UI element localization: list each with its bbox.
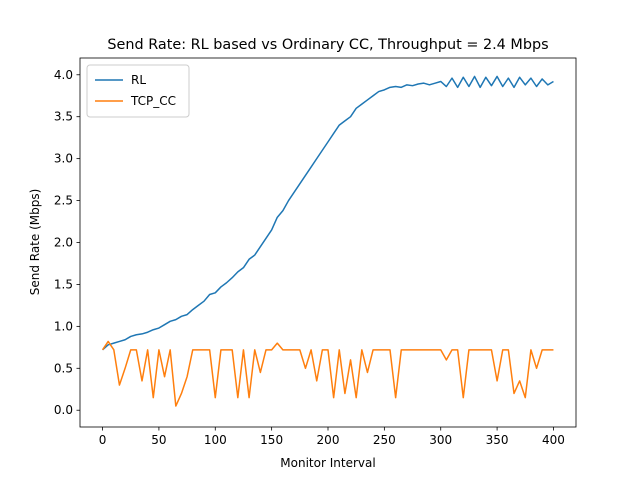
chart-title: Send Rate: RL based vs Ordinary CC, Thro…	[107, 37, 548, 53]
legend-label: RL	[131, 73, 146, 87]
legend-box	[86, 64, 190, 118]
x-tick-label: 50	[151, 433, 166, 447]
y-tick-label: 3.5	[54, 110, 73, 124]
y-tick-label: 3.0	[54, 152, 73, 166]
series-line	[102, 75, 554, 351]
x-tick-label: 0	[99, 433, 107, 447]
y-tick-label: 0.5	[54, 361, 73, 375]
legend-label: TCP_CC	[130, 94, 176, 108]
y-axis-label: Send Rate (Mbps)	[28, 189, 42, 296]
y-tick-label: 0.0	[54, 403, 73, 417]
y-tick-label: 2.5	[54, 194, 73, 208]
x-tick-label: 250	[373, 433, 396, 447]
y-tick-label: 1.5	[54, 277, 73, 291]
x-tick-label: 100	[204, 433, 227, 447]
y-tick-label: 1.0	[54, 319, 73, 333]
x-tick-label: 400	[542, 433, 565, 447]
x-tick-label: 200	[317, 433, 340, 447]
axes-frame	[79, 57, 577, 428]
y-tick-label: 2.0	[54, 236, 73, 250]
y-tick-label: 4.0	[54, 68, 73, 82]
x-tick-label: 150	[260, 433, 283, 447]
x-tick-label: 300	[429, 433, 452, 447]
x-axis-label: Monitor Interval	[280, 456, 375, 470]
series-line	[101, 340, 554, 407]
x-tick-label: 350	[486, 433, 509, 447]
